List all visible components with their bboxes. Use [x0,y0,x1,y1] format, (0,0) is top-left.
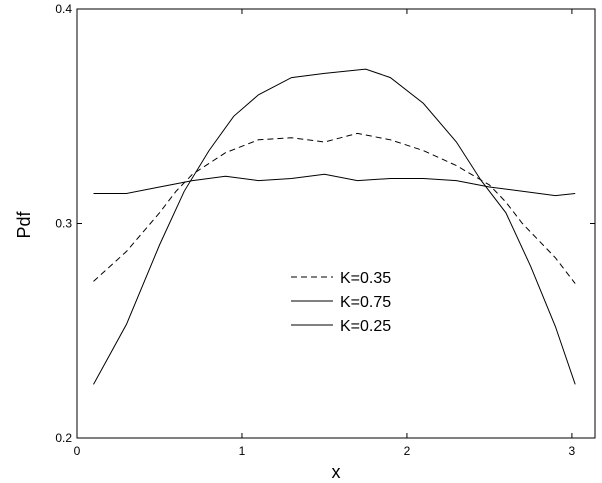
y-axis-label: Pdf [14,210,34,238]
x-tick-label: 2 [404,444,411,458]
y-tick-label: 0.4 [55,2,72,16]
series-lines [93,68,576,385]
y-tick-label: 0.3 [55,217,72,231]
legend-label: K=0.35 [340,270,391,287]
legend: K=0.35 K=0.75 K=0.25 [291,270,391,335]
ticks: 0 1 2 3 0.2 0.3 0.4 [55,2,595,458]
y-tick-label: 0.2 [55,431,72,445]
x-tick-label: 0 [74,444,81,458]
series-line-2 [93,68,576,385]
plot-frame [76,8,596,439]
legend-label: K=0.75 [340,294,391,311]
x-tick-label: 1 [239,444,246,458]
series-line-3 [93,173,576,197]
series-line-1 [93,132,576,284]
legend-label: K=0.25 [340,318,391,335]
x-axis-label: x [332,462,341,482]
x-tick-label: 3 [569,444,576,458]
